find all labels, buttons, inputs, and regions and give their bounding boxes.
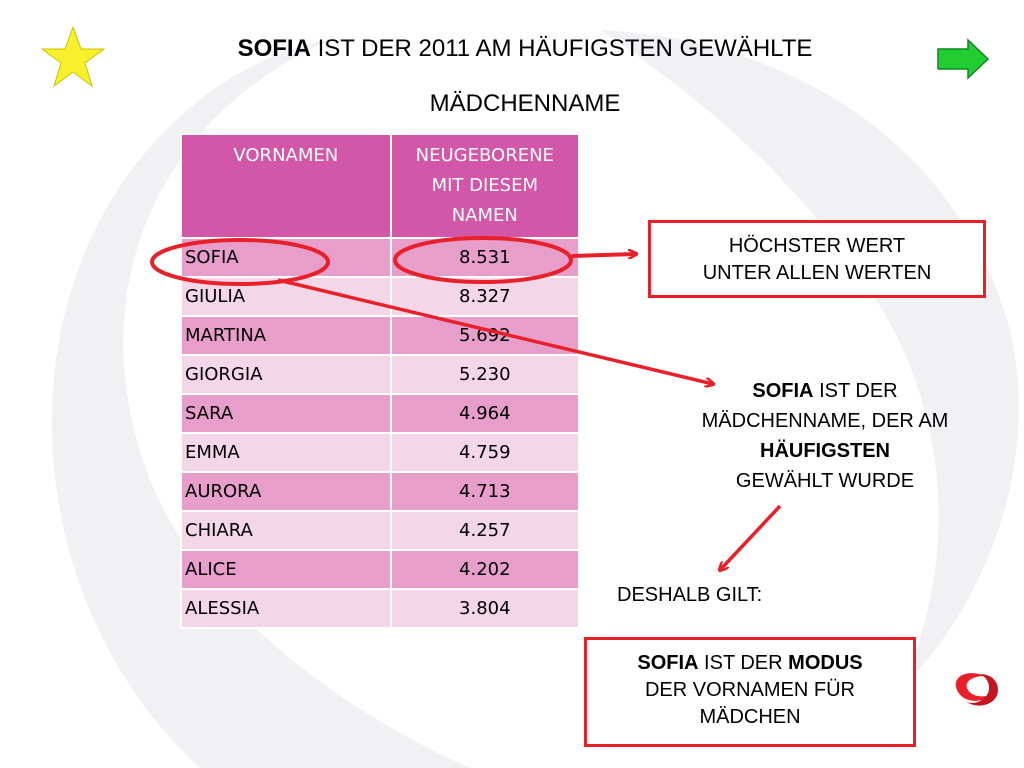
star-icon	[40, 25, 106, 88]
names-table: VORNAMEN NEUGEBORENE MIT DIESEM NAMEN SO…	[180, 133, 581, 629]
callout-bold: MODUS	[788, 652, 863, 674]
table-row: GIORGIA 5.230	[180, 354, 581, 395]
explanation-line: MÄDCHENNAME, DER AM	[701, 410, 949, 432]
name-cell: EMMA	[180, 432, 392, 473]
explanation-bold: HÄUFIGSTEN	[760, 440, 890, 462]
arrow-right-icon[interactable]	[936, 38, 990, 80]
table-row: SOFIA 8.531	[180, 237, 581, 278]
title-rest: IST DER 2011 AM HÄUFIGSTEN GEWÄHLTE	[310, 35, 813, 62]
explanation-line: SOFIA IST DER	[655, 376, 995, 406]
explanation-text: IST DER	[813, 380, 898, 402]
count-cell: 4.202	[389, 549, 581, 590]
callout-line: DER VORNAMEN FÜR	[644, 679, 855, 701]
page-title: SOFIA IST DER 2011 AM HÄUFIGSTEN GEWÄHLT…	[110, 35, 940, 63]
count-cell: 8.327	[389, 276, 581, 317]
name-cell: GIORGIA	[180, 354, 392, 395]
explanation-line: HÄUFIGSTEN	[655, 436, 995, 466]
column-header-vornamen: VORNAMEN	[180, 133, 392, 239]
count-cell: 3.804	[389, 588, 581, 629]
callout-line: UNTER ALLEN WERTEN	[702, 262, 932, 284]
callout-line: HÖCHSTER WERT	[728, 235, 906, 257]
name-cell: MARTINA	[180, 315, 392, 356]
table-row: SARA 4.964	[180, 393, 581, 434]
explanation-bold: SOFIA	[752, 380, 814, 402]
column-header-neugeborene: NEUGEBORENE MIT DIESEM NAMEN	[389, 133, 581, 239]
explanation-line: GEWÄHLT WURDE	[735, 470, 915, 492]
table-row: MARTINA 5.692	[180, 315, 581, 356]
conclusion-label: DESHALB GILT:	[617, 584, 763, 606]
callout-line: SOFIA IST DER MODUS	[587, 650, 913, 677]
count-cell: 4.759	[389, 432, 581, 473]
highest-value-callout: HÖCHSTER WERT UNTER ALLEN WERTEN	[648, 220, 986, 298]
count-cell: 8.531	[389, 237, 581, 278]
name-cell: ALICE	[180, 549, 392, 590]
title-bold: SOFIA	[237, 35, 311, 62]
count-cell: 5.230	[389, 354, 581, 395]
count-cell: 4.257	[389, 510, 581, 551]
count-cell: 4.713	[389, 471, 581, 512]
name-cell: ALESSIA	[180, 588, 392, 629]
table-row: ALICE 4.202	[180, 549, 581, 590]
callout-bold: SOFIA	[637, 652, 699, 674]
table-row: GIULIA 8.327	[180, 276, 581, 317]
name-cell: SARA	[180, 393, 392, 434]
count-cell: 4.964	[389, 393, 581, 434]
callout-line: MÄDCHEN	[699, 706, 801, 728]
table-row: ALESSIA 3.804	[180, 588, 581, 629]
name-cell: SOFIA	[180, 237, 392, 278]
count-cell: 5.692	[389, 315, 581, 356]
table-row: CHIARA 4.257	[180, 510, 581, 551]
table-row: EMMA 4.759	[180, 432, 581, 473]
name-cell: AURORA	[180, 471, 392, 512]
table-row: AURORA 4.713	[180, 471, 581, 512]
name-cell: CHIARA	[180, 510, 392, 551]
callout-text: IST DER	[698, 652, 789, 674]
modus-callout: SOFIA IST DER MODUS DER VORNAMEN FÜR MÄD…	[584, 637, 916, 747]
sofia-explanation: SOFIA IST DER MÄDCHENNAME, DER AM HÄUFIG…	[655, 376, 995, 496]
name-cell: GIULIA	[180, 276, 392, 317]
page-title-line2: MÄDCHENNAME	[429, 90, 621, 117]
